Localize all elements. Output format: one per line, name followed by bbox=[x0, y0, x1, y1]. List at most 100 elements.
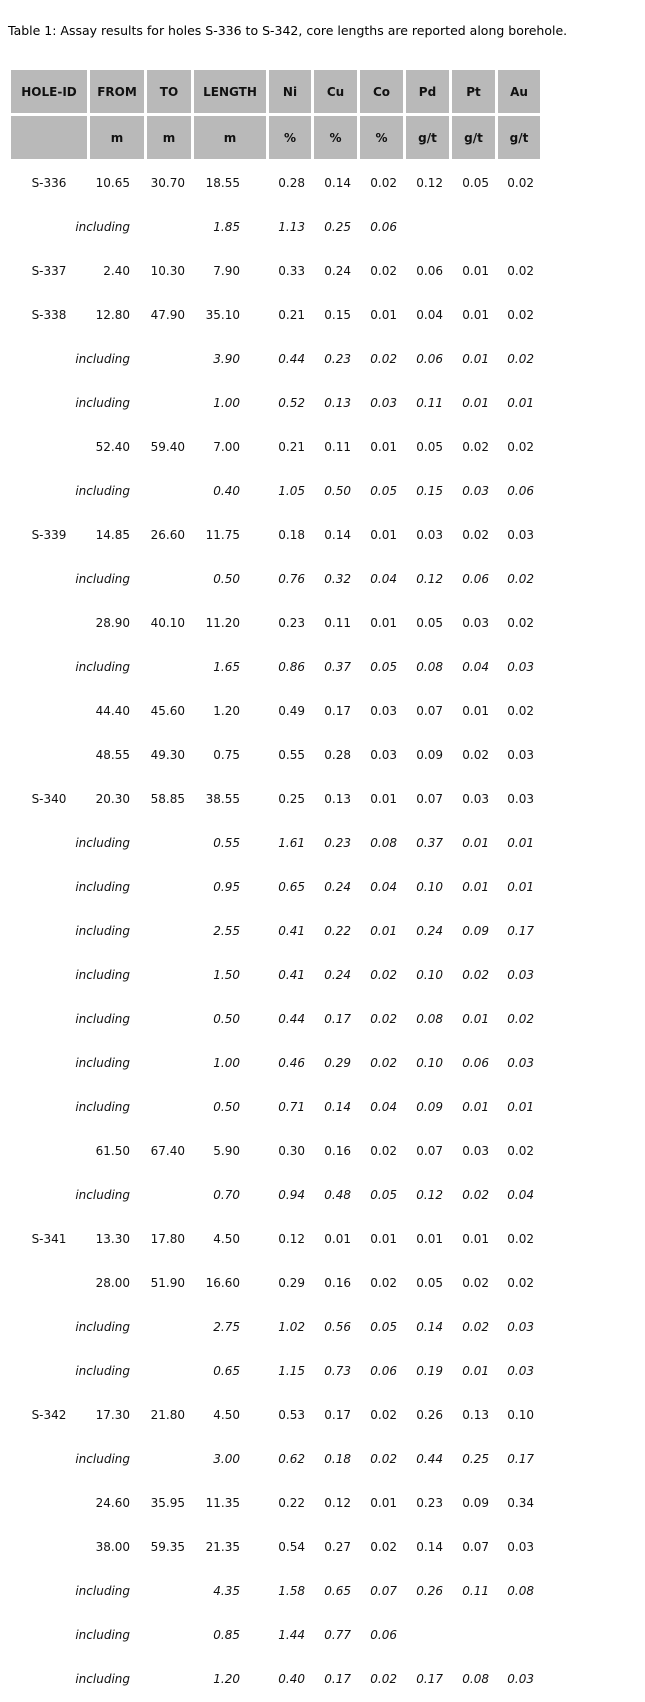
cell-to: 21.80 bbox=[150, 1407, 185, 1422]
cell-cu: 0.12 bbox=[324, 1495, 351, 1510]
cell-pt: 0.25 bbox=[462, 1451, 489, 1466]
cell-to bbox=[147, 558, 191, 599]
cell-cu: 0.13 bbox=[324, 395, 351, 410]
cell-pt bbox=[452, 206, 495, 247]
cell-pd: 0.12 bbox=[416, 1187, 443, 1202]
cell-length: 0.40 bbox=[213, 483, 240, 498]
cell-au: 0.02 bbox=[507, 1011, 534, 1026]
cell-from: 20.30 bbox=[95, 791, 130, 806]
cell-pd: 0.08 bbox=[416, 659, 443, 674]
unit-hole-id bbox=[11, 116, 87, 159]
cell-ni: 0.18 bbox=[278, 527, 305, 542]
unit-co: % bbox=[360, 116, 403, 159]
cell-length: 0.95 bbox=[213, 879, 240, 894]
cell-cu: 0.11 bbox=[324, 439, 351, 454]
cell-from: including bbox=[75, 1187, 130, 1202]
cell-ni: 0.62 bbox=[278, 1451, 305, 1466]
cell-pt: 0.01 bbox=[462, 307, 489, 322]
cell-hole-id bbox=[11, 1526, 87, 1567]
cell-cu: 0.17 bbox=[324, 1407, 351, 1422]
cell-from: including bbox=[75, 1363, 130, 1378]
cell-length: 7.00 bbox=[213, 439, 240, 454]
table-row: including 0.65 1.15 0.73 0.06 0.19 0.01 0.03 bbox=[11, 1350, 540, 1391]
cell-pd: 0.06 bbox=[416, 263, 443, 278]
cell-cu: 0.01 bbox=[324, 1231, 351, 1246]
cell-ni: 1.05 bbox=[278, 483, 305, 498]
cell-pt: 0.03 bbox=[462, 615, 489, 630]
cell-co: 0.05 bbox=[370, 1187, 397, 1202]
cell-cu: 0.14 bbox=[324, 175, 351, 190]
cell-cu: 0.65 bbox=[324, 1583, 351, 1598]
cell-pt: 0.05 bbox=[462, 175, 489, 190]
cell-co: 0.01 bbox=[370, 615, 397, 630]
cell-cu: 0.14 bbox=[324, 527, 351, 542]
cell-pt: 0.02 bbox=[462, 1187, 489, 1202]
cell-pt: 0.01 bbox=[462, 703, 489, 718]
cell-pd bbox=[406, 206, 449, 247]
cell-length: 18.55 bbox=[205, 175, 240, 190]
cell-au: 0.01 bbox=[507, 879, 534, 894]
cell-hole-id bbox=[11, 734, 87, 775]
cell-from: 52.40 bbox=[95, 439, 130, 454]
cell-pd: 0.10 bbox=[416, 1055, 443, 1070]
cell-hole-id: S-342 bbox=[31, 1407, 67, 1422]
cell-cu: 0.15 bbox=[324, 307, 351, 322]
cell-length: 2.55 bbox=[213, 923, 240, 938]
cell-length: 4.50 bbox=[213, 1231, 240, 1246]
cell-au bbox=[498, 1614, 540, 1655]
cell-ni: 0.40 bbox=[278, 1671, 305, 1686]
cell-ni: 0.30 bbox=[278, 1143, 305, 1158]
cell-to: 10.30 bbox=[150, 263, 185, 278]
table-row: including 1.50 0.41 0.24 0.02 0.10 0.02 0.03 bbox=[11, 954, 540, 995]
cell-from: including bbox=[75, 1055, 130, 1070]
cell-pd: 0.14 bbox=[416, 1319, 443, 1334]
cell-pd: 0.09 bbox=[416, 1099, 443, 1114]
cell-cu: 0.24 bbox=[324, 263, 351, 278]
cell-au: 0.03 bbox=[507, 747, 534, 762]
cell-pt: 0.04 bbox=[462, 659, 489, 674]
cell-pt: 0.02 bbox=[462, 967, 489, 982]
cell-length: 5.90 bbox=[213, 1143, 240, 1158]
cell-length: 1.00 bbox=[213, 395, 240, 410]
cell-hole-id: S-336 bbox=[31, 175, 67, 190]
table-row: 52.40 59.40 7.00 0.21 0.11 0.01 0.05 0.02 0.02 bbox=[11, 426, 540, 467]
cell-cu: 0.77 bbox=[324, 1627, 351, 1642]
cell-hole-id bbox=[11, 602, 87, 643]
cell-co: 0.02 bbox=[370, 1143, 397, 1158]
cell-pd: 0.05 bbox=[416, 1275, 443, 1290]
cell-cu: 0.24 bbox=[324, 967, 351, 982]
header-row: HOLE-ID FROM TO LENGTH Ni Cu Co Pd Pt Au bbox=[11, 70, 540, 113]
cell-au: 0.03 bbox=[507, 1539, 534, 1554]
cell-co: 0.02 bbox=[370, 263, 397, 278]
cell-from: 12.80 bbox=[95, 307, 130, 322]
cell-pd: 0.10 bbox=[416, 967, 443, 982]
cell-from: 61.50 bbox=[95, 1143, 130, 1158]
cell-co: 0.02 bbox=[370, 1539, 397, 1554]
cell-au: 0.02 bbox=[507, 263, 534, 278]
cell-length: 1.20 bbox=[213, 1671, 240, 1686]
cell-ni: 0.46 bbox=[278, 1055, 305, 1070]
cell-pt: 0.01 bbox=[462, 1099, 489, 1114]
cell-to bbox=[147, 866, 191, 907]
cell-length: 2.75 bbox=[213, 1319, 240, 1334]
cell-cu: 0.23 bbox=[324, 351, 351, 366]
cell-co: 0.05 bbox=[370, 483, 397, 498]
cell-au: 0.17 bbox=[507, 923, 534, 938]
table-row: S-341 13.30 17.80 4.50 0.12 0.01 0.01 0.01 0.01 0… bbox=[11, 1218, 540, 1259]
cell-to bbox=[147, 206, 191, 247]
cell-pt: 0.01 bbox=[462, 835, 489, 850]
cell-pt: 0.06 bbox=[462, 571, 489, 586]
cell-co: 0.03 bbox=[370, 747, 397, 762]
cell-ni: 0.22 bbox=[278, 1495, 305, 1510]
cell-to bbox=[147, 998, 191, 1039]
cell-ni: 1.15 bbox=[278, 1363, 305, 1378]
header-length: LENGTH bbox=[194, 70, 266, 113]
cell-to bbox=[147, 1306, 191, 1347]
cell-ni: 1.02 bbox=[278, 1319, 305, 1334]
cell-from: 28.00 bbox=[95, 1275, 130, 1290]
unit-row: m m m%%% g/t g/t g/t bbox=[11, 116, 540, 159]
table-row: including 0.50 0.76 0.32 0.04 0.12 0.06 0.02 bbox=[11, 558, 540, 599]
cell-hole-id bbox=[11, 1482, 87, 1523]
cell-from: 28.90 bbox=[95, 615, 130, 630]
cell-co: 0.02 bbox=[370, 1055, 397, 1070]
